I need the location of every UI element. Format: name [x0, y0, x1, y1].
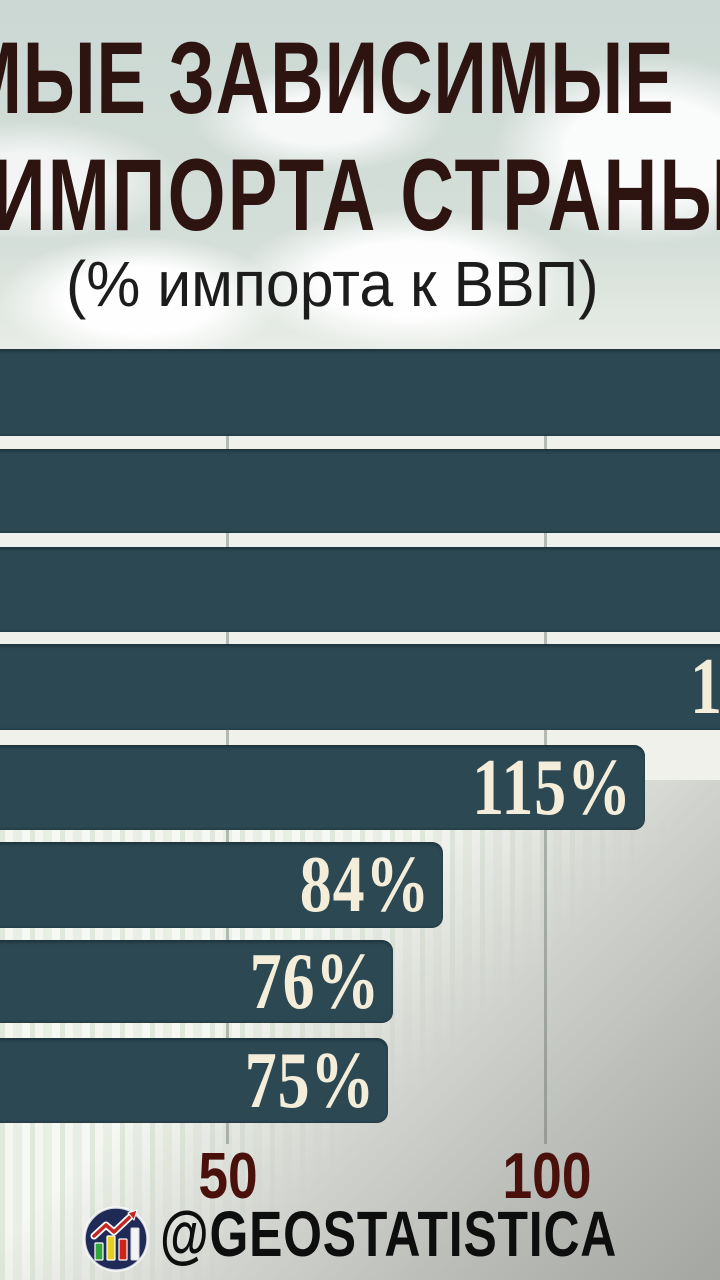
bar-row-3	[0, 547, 720, 632]
bar-row-8: 75%	[0, 1038, 388, 1123]
bar-row-6: 84%	[0, 842, 443, 928]
bar-value-label: 14	[690, 643, 720, 731]
bar-value-label: 115%	[472, 743, 633, 832]
bar-row-7: 76%	[0, 940, 393, 1023]
bar-row-2	[0, 449, 720, 533]
footer-handle: @GEOSTATISTICA	[160, 1198, 618, 1270]
x-axis-tick-50: 50	[198, 1139, 258, 1212]
page-title-line-2: ИМПОРТА СТРАНЫ	[0, 138, 720, 252]
bar-value-label: 84%	[299, 841, 431, 929]
bar-row-1	[0, 349, 720, 436]
bar-value-label: 75%	[244, 1036, 376, 1125]
chart-subtitle: (% импорта к ВВП)	[66, 248, 599, 320]
page-title-line-1: МЫЕ ЗАВИСИМЫЕ	[0, 21, 675, 135]
bar-row-4: 14	[0, 644, 720, 730]
geostatistica-logo-icon	[83, 1206, 149, 1272]
bar-row-5: 115%	[0, 745, 645, 830]
bar-value-label: 76%	[249, 937, 381, 1026]
x-axis-tick-100: 100	[502, 1139, 592, 1212]
